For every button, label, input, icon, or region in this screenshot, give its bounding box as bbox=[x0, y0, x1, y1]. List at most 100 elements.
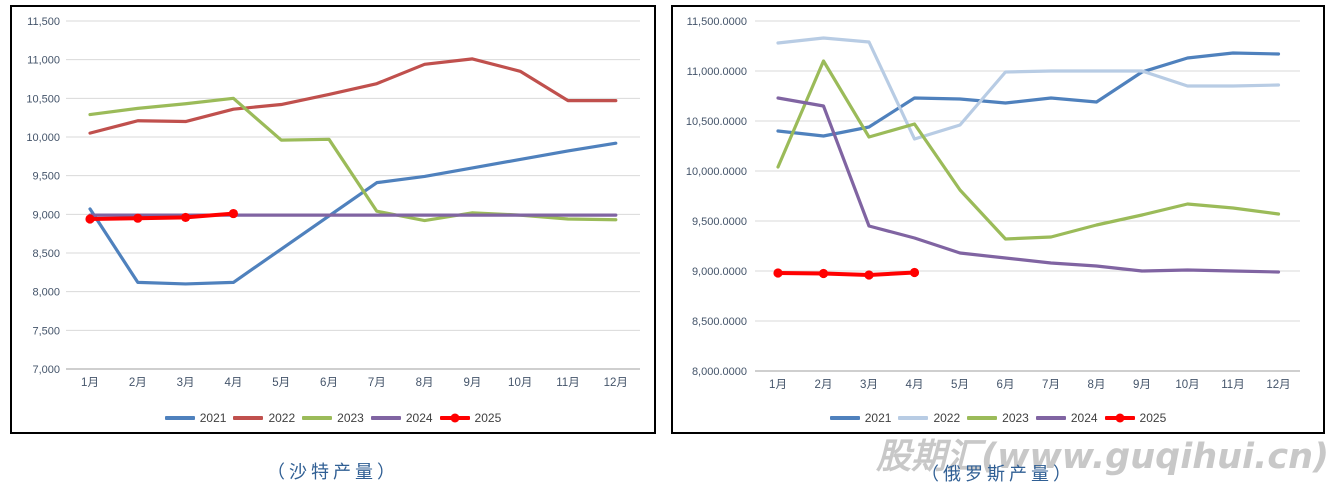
y-tick-label: 7,500 bbox=[32, 325, 60, 337]
legend-swatch-2021 bbox=[164, 416, 195, 420]
saudi-chart-legend: 2021 2022 2023 2024 2025 bbox=[12, 409, 654, 427]
legend-label-2023: 2023 bbox=[1002, 411, 1029, 425]
x-tick-label: 10月 bbox=[508, 377, 532, 389]
series-line-2024 bbox=[776, 96, 1281, 274]
x-tick-label: 1月 bbox=[81, 377, 99, 389]
series-line-2021 bbox=[776, 51, 1281, 138]
y-tick-label: 8,500.0000 bbox=[692, 316, 747, 328]
x-tick-label: 9月 bbox=[1133, 379, 1151, 391]
x-tick-label: 12月 bbox=[604, 377, 628, 389]
data-point-marker-2025 bbox=[133, 213, 143, 223]
x-tick-label: 3月 bbox=[860, 379, 878, 391]
legend-label-2024: 2024 bbox=[405, 411, 433, 425]
legend-item-2022: 2022 bbox=[233, 411, 295, 425]
y-tick-label: 9,000 bbox=[32, 209, 60, 221]
russia-production-chart-panel: 11,500.0000 11,000.0000 10,500.0000 10,000.… bbox=[671, 5, 1325, 434]
x-tick-label: 4月 bbox=[224, 377, 242, 389]
series-line-2023 bbox=[776, 59, 1281, 241]
y-tick-label: 11,000.0000 bbox=[687, 66, 747, 78]
x-tick-label: 10月 bbox=[1175, 379, 1199, 391]
legend-swatch-2021 bbox=[829, 416, 860, 420]
data-point-marker-2025 bbox=[818, 268, 829, 279]
y-tick-label: 8,000 bbox=[32, 287, 60, 299]
legend-label-2025: 2025 bbox=[1139, 411, 1167, 425]
legend-swatch-2024 bbox=[1035, 416, 1066, 420]
x-tick-label: 11月 bbox=[1221, 379, 1244, 391]
x-tick-label: 12月 bbox=[1266, 379, 1290, 391]
y-tick-label: 7,000 bbox=[32, 364, 60, 376]
legend-item-2021: 2021 bbox=[164, 411, 227, 425]
series-line-2022 bbox=[776, 36, 1281, 141]
legend-label-2022: 2022 bbox=[268, 411, 296, 425]
watermark: 股期汇(www.guqihui.cn) bbox=[876, 437, 1329, 477]
legend-label-2023: 2023 bbox=[337, 411, 364, 425]
series-line-2025 bbox=[776, 270, 917, 277]
x-tick-label: 5月 bbox=[951, 379, 969, 391]
legend-swatch-2022 bbox=[233, 416, 264, 420]
legend-marker-dot bbox=[450, 413, 460, 423]
russia-chart-caption: （俄罗斯产量） bbox=[921, 464, 1075, 485]
x-tick-label: 8月 bbox=[1088, 379, 1106, 391]
russia-chart-legend: 2021 2022 2023 2024 2025 bbox=[673, 409, 1323, 427]
legend-swatch-2023 bbox=[302, 416, 333, 420]
y-tick-label: 11,000 bbox=[27, 55, 60, 67]
x-tick-label: 2月 bbox=[815, 379, 833, 391]
legend-item-2023: 2023 bbox=[967, 411, 1029, 425]
legend-label-2024: 2024 bbox=[1070, 411, 1098, 425]
data-point-marker-2025 bbox=[181, 212, 191, 223]
legend-item-2025: 2025 bbox=[1104, 411, 1167, 425]
y-tick-label: 11,500 bbox=[27, 16, 60, 28]
saudi-production-chart-panel: 11,500 11,000 10,500 10,000 9,500 9,000 8,500 8… bbox=[10, 5, 656, 434]
legend-item-2022: 2022 bbox=[898, 411, 960, 425]
data-point-marker-2025 bbox=[228, 208, 238, 219]
y-tick-label: 10,500 bbox=[26, 93, 60, 105]
y-tick-label: 9,000.0000 bbox=[692, 266, 747, 278]
x-tick-label: 1月 bbox=[769, 379, 787, 391]
data-point-marker-2025 bbox=[773, 268, 783, 278]
legend-item-2021: 2021 bbox=[829, 411, 892, 425]
y-tick-label: 8,000.0000 bbox=[692, 366, 747, 378]
russia-chart-plot: 11,500.0000 11,000.0000 10,500.0000 10,000.… bbox=[686, 16, 1300, 391]
x-tick-label: 3月 bbox=[177, 377, 195, 389]
legend-label-2021: 2021 bbox=[864, 411, 892, 425]
saudi-chart-plot: 11,500 11,000 10,500 10,000 9,500 9,000 8,500 8… bbox=[26, 16, 640, 389]
legend-item-2024: 2024 bbox=[1035, 411, 1098, 425]
data-point-marker-2025 bbox=[85, 214, 95, 224]
x-tick-label: 9月 bbox=[463, 377, 481, 389]
series-line-2022 bbox=[88, 57, 618, 135]
x-tick-label: 6月 bbox=[997, 379, 1015, 391]
legend-swatch-2022 bbox=[898, 416, 929, 420]
legend-item-2024: 2024 bbox=[370, 411, 433, 425]
y-tick-label: 9,500.0000 bbox=[692, 216, 747, 228]
series-line-2025 bbox=[88, 211, 236, 221]
y-tick-label: 10,000.0000 bbox=[686, 166, 747, 178]
x-tick-label: 7月 bbox=[1042, 379, 1060, 391]
y-tick-label: 9,500 bbox=[32, 171, 60, 183]
saudi-chart-caption: （沙特产量） bbox=[267, 462, 399, 483]
legend-label-2025: 2025 bbox=[474, 411, 502, 425]
data-point-marker-2025 bbox=[909, 267, 920, 278]
y-tick-label: 8,500 bbox=[32, 248, 60, 260]
x-tick-label: 7月 bbox=[368, 377, 386, 389]
x-tick-label: 6月 bbox=[320, 377, 338, 389]
y-tick-label: 10,500.0000 bbox=[686, 116, 747, 128]
series-line-2023 bbox=[88, 96, 618, 223]
data-point-marker-2025 bbox=[864, 270, 874, 280]
x-tick-label: 8月 bbox=[416, 377, 434, 389]
legend-label-2022: 2022 bbox=[933, 411, 961, 425]
legend-item-2025: 2025 bbox=[439, 411, 502, 425]
x-tick-label: 2月 bbox=[129, 377, 147, 389]
y-tick-label: 10,000 bbox=[26, 132, 60, 144]
x-tick-label: 11月 bbox=[556, 377, 579, 389]
legend-marker-dot bbox=[1115, 413, 1125, 423]
legend-swatch-2023 bbox=[967, 416, 998, 420]
x-tick-label: 5月 bbox=[272, 377, 290, 389]
legend-label-2021: 2021 bbox=[199, 411, 227, 425]
legend-item-2023: 2023 bbox=[302, 411, 364, 425]
series-line-2021 bbox=[88, 141, 618, 286]
y-tick-label: 11,500.0000 bbox=[687, 16, 747, 28]
legend-swatch-2025 bbox=[439, 413, 470, 423]
x-tick-label: 4月 bbox=[906, 379, 924, 391]
legend-swatch-2024 bbox=[370, 416, 401, 420]
legend-swatch-2025 bbox=[1104, 413, 1135, 423]
